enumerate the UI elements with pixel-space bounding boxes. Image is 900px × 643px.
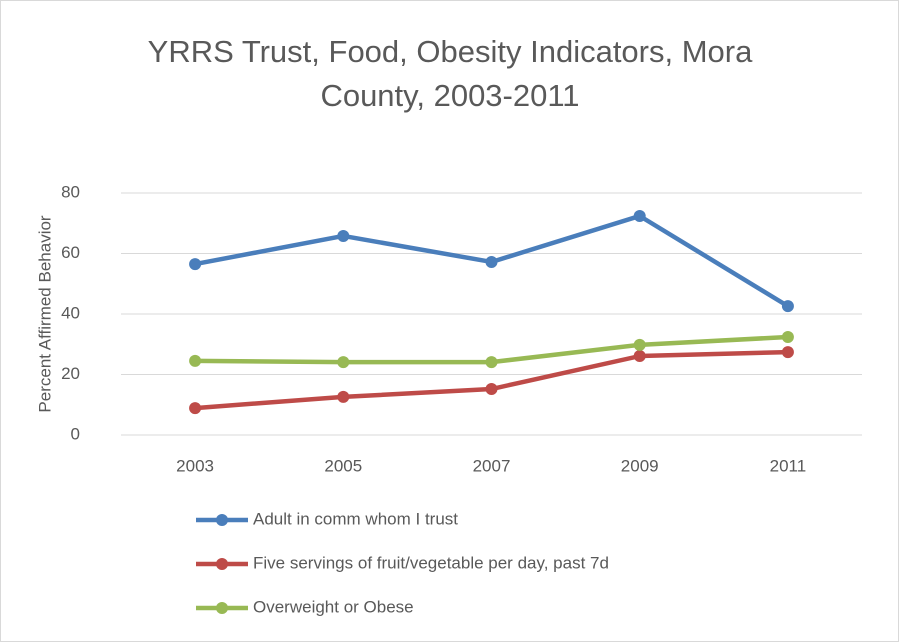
data-point [189,258,202,271]
data-point [485,255,498,268]
x-tick-label: 2009 [621,456,659,475]
legend-marker [216,602,228,614]
legend-marker [216,514,228,526]
data-point [485,383,498,396]
y-tick-label: 20 [61,364,80,383]
data-point [189,354,202,367]
y-tick-label: 0 [71,424,80,443]
legend-label: Adult in comm whom I trust [253,509,458,528]
x-tick-label: 2007 [473,456,511,475]
x-tick-label: 2011 [770,456,807,475]
data-point [633,350,646,363]
data-point [189,402,202,415]
legend-label: Five servings of fruit/vegetable per day… [253,553,609,572]
data-point [337,390,350,403]
x-tick-label: 2005 [324,456,362,475]
chart-title: YRRS Trust, Food, Obesity Indicators, Mo… [147,34,753,113]
y-tick-label: 60 [61,243,80,262]
data-point [781,300,794,313]
data-point [633,209,646,222]
y-axis-label: Percent Affirmed Behavior [35,215,54,413]
data-point [337,229,350,242]
data-point [633,338,646,351]
legend-label: Overweight or Obese [253,597,414,616]
data-point [781,330,794,343]
y-tick-label: 40 [61,303,80,322]
data-point [781,346,794,359]
data-point [337,356,350,369]
y-tick-label: 80 [61,182,80,201]
x-tick-label: 2003 [176,456,214,475]
data-point [485,356,498,369]
legend-marker [216,558,228,570]
